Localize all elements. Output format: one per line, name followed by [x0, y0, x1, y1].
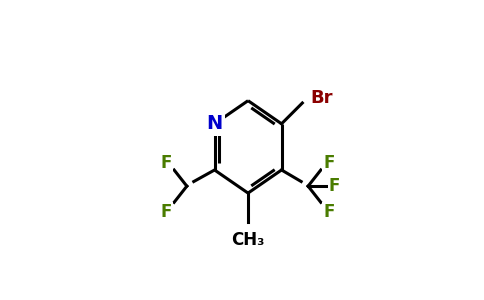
Text: Br: Br — [310, 89, 333, 107]
Text: CH₃: CH₃ — [231, 231, 265, 249]
Text: F: F — [323, 202, 334, 220]
Text: F: F — [160, 154, 172, 172]
Text: F: F — [160, 202, 172, 220]
Text: N: N — [207, 114, 223, 133]
Text: F: F — [329, 177, 340, 195]
Text: F: F — [323, 154, 334, 172]
